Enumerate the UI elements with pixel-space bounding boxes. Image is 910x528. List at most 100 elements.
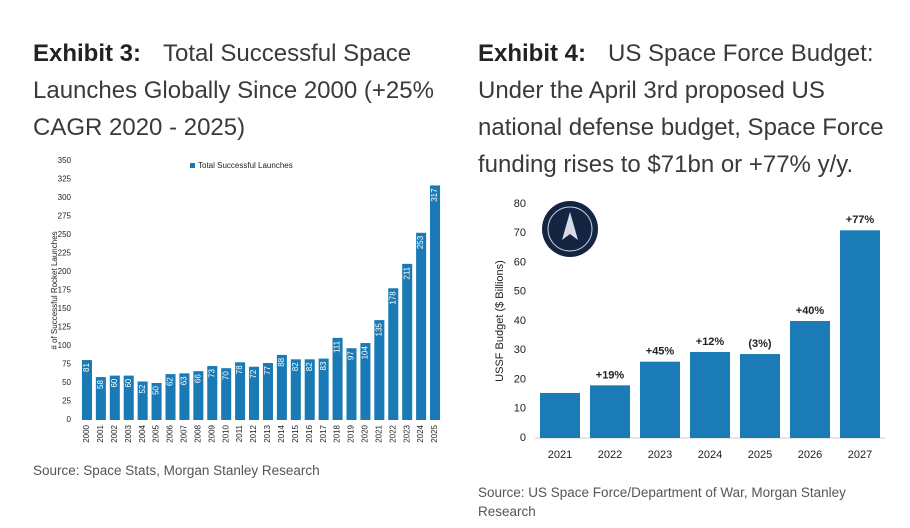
y-tick-label: 20: [514, 373, 526, 385]
bar: [690, 352, 730, 438]
y-tick-label: 80: [514, 198, 526, 210]
y-tick-label: 250: [58, 230, 72, 239]
y-tick-label: 350: [58, 156, 72, 165]
x-tick-label: 2008: [193, 424, 202, 442]
annotation: +40%: [796, 305, 825, 317]
exhibit-label: Exhibit 3:: [33, 40, 142, 67]
value-label: 60: [124, 378, 133, 387]
x-tick-label: 2001: [96, 424, 105, 442]
value-label: 78: [235, 365, 244, 374]
x-tick-label: 2002: [110, 424, 119, 442]
annotation: +12%: [696, 336, 725, 348]
bar: [123, 375, 134, 420]
x-tick-label: 2022: [388, 424, 397, 442]
x-tick-label: 2014: [277, 424, 286, 442]
x-tick-label: 2023: [402, 424, 411, 442]
bar: [590, 385, 630, 438]
x-tick-label: 2015: [291, 424, 300, 442]
legend-label: Total Successful Launches: [198, 161, 293, 170]
bar: [332, 337, 343, 420]
value-label: 104: [361, 346, 370, 360]
bar: [165, 374, 176, 420]
x-tick-label: 2027: [848, 449, 872, 461]
value-label: 60: [110, 378, 119, 387]
value-label: 88: [277, 357, 286, 366]
y-tick-label: 40: [514, 315, 526, 327]
y-tick-label: 100: [58, 341, 72, 350]
y-tick-label: 0: [67, 415, 72, 424]
y-axis-label: USSF Budget ($ Billions): [494, 260, 506, 382]
y-tick-label: 175: [58, 286, 72, 295]
x-tick-label: 2020: [361, 424, 370, 442]
bar: [430, 185, 441, 420]
value-label: 62: [166, 377, 175, 386]
x-tick-label: 2025: [748, 449, 772, 461]
x-tick-label: 2026: [798, 449, 822, 461]
bar: [276, 354, 287, 420]
y-tick-label: 300: [58, 193, 72, 202]
bar: [790, 321, 830, 438]
y-tick-label: 125: [58, 323, 72, 332]
source: Source: Space Stats, Morgan Stanley Rese…: [33, 463, 320, 478]
bar: [740, 354, 780, 438]
x-tick-label: 2003: [124, 424, 133, 442]
bar: [193, 371, 204, 420]
bar: [346, 348, 357, 420]
x-tick-label: 2016: [305, 424, 314, 442]
x-tick-label: 2007: [180, 424, 189, 442]
y-tick-label: 225: [58, 249, 72, 258]
exhibit-label: Exhibit 4:: [478, 40, 587, 67]
x-tick-label: 2018: [333, 424, 342, 442]
emblem-ring: [547, 206, 593, 252]
x-tick-label: 2009: [207, 424, 216, 442]
annotation: (3%): [748, 338, 772, 350]
bar: [318, 358, 329, 420]
y-tick-label: 150: [58, 304, 72, 313]
annotation: +77%: [846, 214, 875, 226]
value-label: 317: [430, 188, 439, 202]
source: Source: US Space Force/Department of War…: [478, 485, 846, 519]
value-label: 63: [180, 376, 189, 385]
bar: [416, 232, 427, 420]
x-tick-label: 2004: [138, 424, 147, 442]
value-label: 82: [305, 362, 314, 371]
value-label: 73: [207, 368, 216, 377]
value-label: 83: [319, 361, 328, 370]
emblem-delta: [562, 212, 578, 240]
value-label: 135: [374, 323, 383, 337]
legend-swatch: [190, 163, 195, 168]
y-tick-label: 50: [514, 286, 526, 298]
x-tick-label: 2022: [598, 449, 622, 461]
x-tick-label: 2000: [82, 424, 91, 442]
bar: [95, 377, 106, 420]
x-tick-label: 2017: [319, 424, 328, 442]
x-tick-label: 2025: [430, 424, 439, 442]
x-tick-label: 2024: [416, 424, 425, 442]
x-tick-label: 2019: [347, 424, 356, 442]
value-label: 52: [138, 384, 147, 393]
value-label: 70: [221, 371, 230, 380]
bar: [402, 263, 413, 420]
value-label: 72: [249, 369, 258, 378]
bar: [81, 360, 92, 420]
y-tick-label: 200: [58, 267, 72, 276]
bar: [262, 363, 273, 420]
bar: [540, 392, 580, 438]
y-tick-label: 30: [514, 344, 526, 356]
bar: [388, 288, 399, 420]
y-tick-label: 50: [62, 378, 71, 387]
value-label: 50: [152, 385, 161, 394]
bar: [374, 320, 385, 420]
bar: [207, 365, 218, 420]
value-label: 82: [291, 362, 300, 371]
annotation: +19%: [596, 369, 625, 381]
x-tick-label: 2012: [249, 424, 258, 442]
bar: [360, 343, 371, 420]
value-label: 66: [193, 374, 202, 383]
x-tick-label: 2006: [166, 424, 175, 442]
value-label: 178: [388, 291, 397, 305]
x-tick-label: 2021: [548, 449, 572, 461]
bar: [235, 362, 246, 420]
